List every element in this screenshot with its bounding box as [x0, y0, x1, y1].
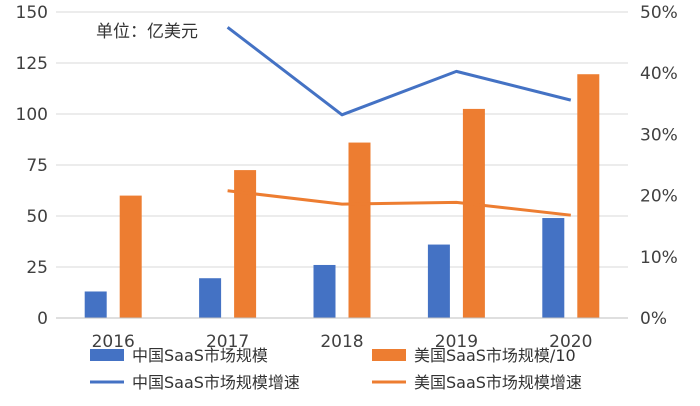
- legend-label: 中国SaaS市场规模增速: [132, 373, 300, 392]
- y-right-tick-label: 10%: [640, 248, 678, 268]
- y-right-tick-label: 0%: [640, 309, 667, 329]
- y-left-tick-label: 150: [16, 3, 48, 23]
- lines: [226, 26, 572, 217]
- bar: [119, 195, 142, 318]
- legend: 中国SaaS市场规模 美国SaaS市场规模/10 中国SaaS市场规模增速 美国Saa…: [90, 346, 582, 392]
- bar: [234, 170, 257, 318]
- bars: [84, 74, 600, 319]
- y-left-tick-label: 100: [16, 105, 48, 125]
- legend-swatch: [372, 349, 406, 361]
- bar: [199, 278, 222, 318]
- unit-label: 单位：亿美元: [96, 22, 198, 42]
- legend-swatch: [90, 349, 124, 361]
- bar: [84, 291, 107, 318]
- bar: [348, 142, 371, 318]
- y-right-tick-label: 30%: [640, 125, 678, 145]
- x-tick-label: 2020: [549, 332, 592, 352]
- y-left-tick-label: 0: [37, 309, 48, 329]
- y-left-tick-label: 25: [26, 258, 48, 278]
- x-tick-label: 2017: [206, 332, 249, 352]
- y-left-tick-label: 125: [16, 54, 48, 74]
- gridlines: [56, 11, 628, 268]
- y-right-tick-label: 40%: [640, 64, 678, 84]
- legend-label: 中国SaaS市场规模: [132, 346, 268, 365]
- axes: 0 25 50 75 100 125 150 0% 10% 20% 30% 40% 50% 2016 201…: [16, 3, 678, 352]
- y-right-tick-label: 20%: [640, 187, 678, 207]
- bar: [462, 108, 485, 319]
- bar: [313, 264, 336, 318]
- legend-label: 美国SaaS市场规模/10: [414, 346, 576, 365]
- bar: [542, 218, 565, 318]
- y-left-tick-label: 50: [26, 207, 48, 227]
- y-left-tick-label: 75: [26, 156, 48, 176]
- x-tick-label: 2018: [320, 332, 363, 352]
- legend-label: 美国SaaS市场规模增速: [414, 373, 582, 392]
- series-line: [226, 26, 572, 117]
- bar: [577, 74, 600, 318]
- series-line: [227, 189, 571, 217]
- y-right-tick-label: 50%: [640, 3, 678, 23]
- x-tick-label: 2019: [435, 332, 478, 352]
- x-tick-label: 2016: [92, 332, 135, 352]
- bar: [427, 244, 450, 318]
